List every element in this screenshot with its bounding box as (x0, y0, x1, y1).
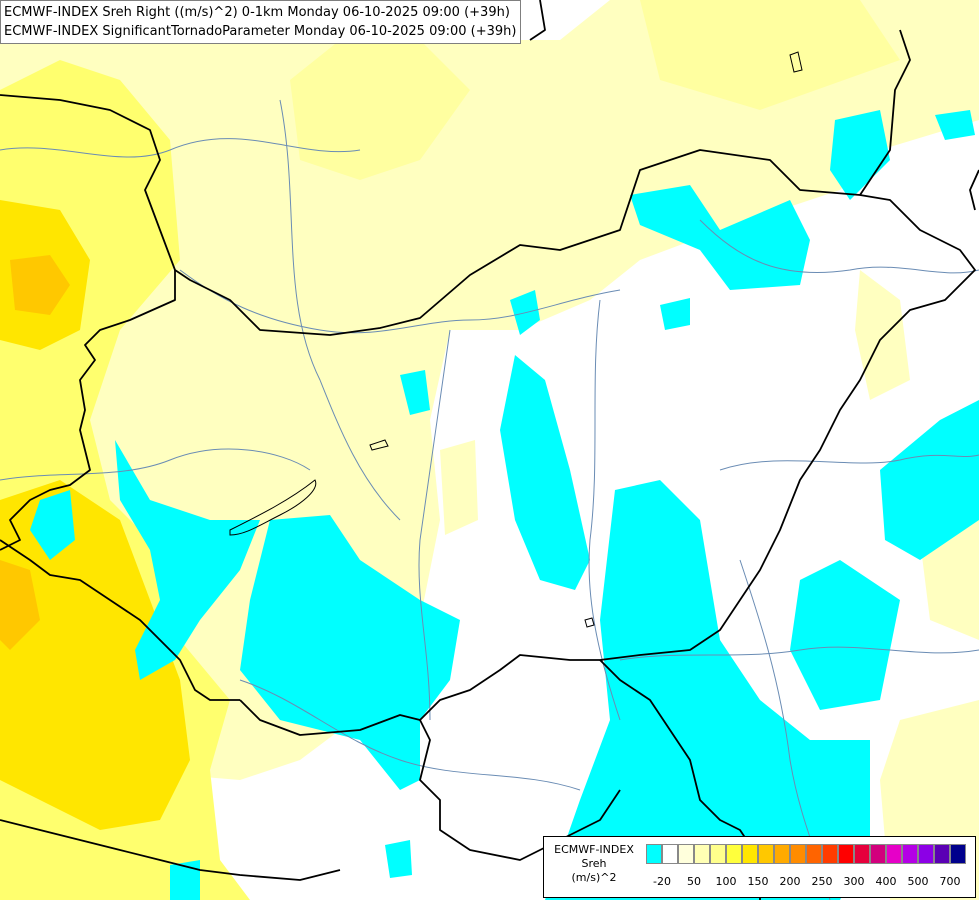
lake-small-1 (369, 439, 389, 451)
legend-swatch (646, 844, 662, 864)
cyan-west-edge (30, 490, 75, 560)
legend-tick-label: 200 (779, 875, 801, 888)
legend-swatch (886, 844, 902, 864)
legend-swatch (950, 844, 966, 864)
legend-swatch (854, 844, 870, 864)
cyan-east (790, 400, 979, 710)
sreh-field-orange (0, 255, 70, 650)
cyan-bottom-left (170, 840, 412, 900)
cyan-northeast (830, 110, 975, 200)
border-west (0, 270, 176, 551)
river-9 (239, 679, 581, 791)
legend-tick-label: 100 (715, 875, 737, 888)
legend-swatch (790, 844, 806, 864)
legend-title: ECMWF-INDEX Sreh (m/s)^2 (544, 843, 644, 885)
border-south-west (0, 539, 240, 701)
legend-tick-label: 250 (811, 875, 833, 888)
legend-swatch (662, 844, 678, 864)
river-1 (0, 138, 361, 158)
river-3 (418, 329, 451, 721)
legend-swatch (806, 844, 822, 864)
legend-tick-label: 500 (907, 875, 929, 888)
legend-tick-label: 700 (939, 875, 961, 888)
legend-swatch (758, 844, 774, 864)
legend-swatch (694, 844, 710, 864)
legend-swatch (678, 844, 694, 864)
color-legend: ECMWF-INDEX Sreh (m/s)^2 -20 50 100 150 200 2… (543, 836, 976, 898)
sreh-field-pale-yellow-southeast (880, 520, 979, 900)
sreh-field-light-yellow (290, 40, 470, 180)
border-east (239, 194, 976, 736)
legend-tick-label: 300 (843, 875, 865, 888)
sreh-field-pale-yellow (0, 0, 979, 780)
legend-ticks: -20 50 100 150 200 250 300 400 500 700 (646, 875, 976, 891)
cyan-center-lobe (500, 355, 590, 590)
legend-swatch (870, 844, 886, 864)
sreh-field-light-yellow-2 (640, 0, 900, 110)
cyan-west-band (115, 440, 260, 680)
border-south (419, 719, 621, 861)
title-line-1: ECMWF-INDEX Sreh Right ((m/s)^2) 0-1km M… (4, 5, 510, 20)
lakes (229, 51, 803, 628)
lake-small-3 (584, 617, 595, 628)
legend-tick-label: -20 (653, 875, 671, 888)
legend-swatch (918, 844, 934, 864)
legend-tick-label: 50 (687, 875, 701, 888)
legend-swatch (774, 844, 790, 864)
river-7 (719, 454, 979, 471)
legend-swatch (934, 844, 950, 864)
lake-small-2 (789, 51, 803, 73)
cyan-southwest (240, 515, 460, 790)
border-east-edge (969, 169, 979, 211)
river-8 (619, 646, 979, 661)
border-north-top (529, 0, 546, 41)
legend-swatch (902, 844, 918, 864)
river-5 (699, 219, 979, 274)
legend-variable: Sreh (581, 857, 607, 870)
legend-swatch (838, 844, 854, 864)
legend-swatches (646, 844, 966, 866)
lake-balaton (229, 479, 317, 536)
map-title-box: ECMWF-INDEX Sreh Right ((m/s)^2) 0-1km M… (0, 0, 522, 44)
legend-swatch (710, 844, 726, 864)
river-6 (0, 448, 311, 481)
legend-swatch (822, 844, 838, 864)
border-north-west (0, 29, 911, 336)
sreh-field-pale-yellow-east (855, 270, 910, 400)
legend-unit: (m/s)^2 (571, 871, 617, 884)
legend-swatch (726, 844, 742, 864)
river-10 (279, 99, 401, 521)
legend-tick-label: 400 (875, 875, 897, 888)
border-far-west (0, 819, 341, 881)
title-line-2: ECMWF-INDEX SignificantTornadoParameter … (4, 24, 517, 39)
legend-swatch (742, 844, 758, 864)
cyan-south-central (545, 480, 870, 900)
cyan-small-1 (400, 290, 690, 415)
legend-model: ECMWF-INDEX (554, 843, 634, 856)
legend-tick-label: 150 (747, 875, 769, 888)
sreh-field-pale-yellow-spot (440, 440, 478, 535)
river-2 (179, 269, 621, 334)
